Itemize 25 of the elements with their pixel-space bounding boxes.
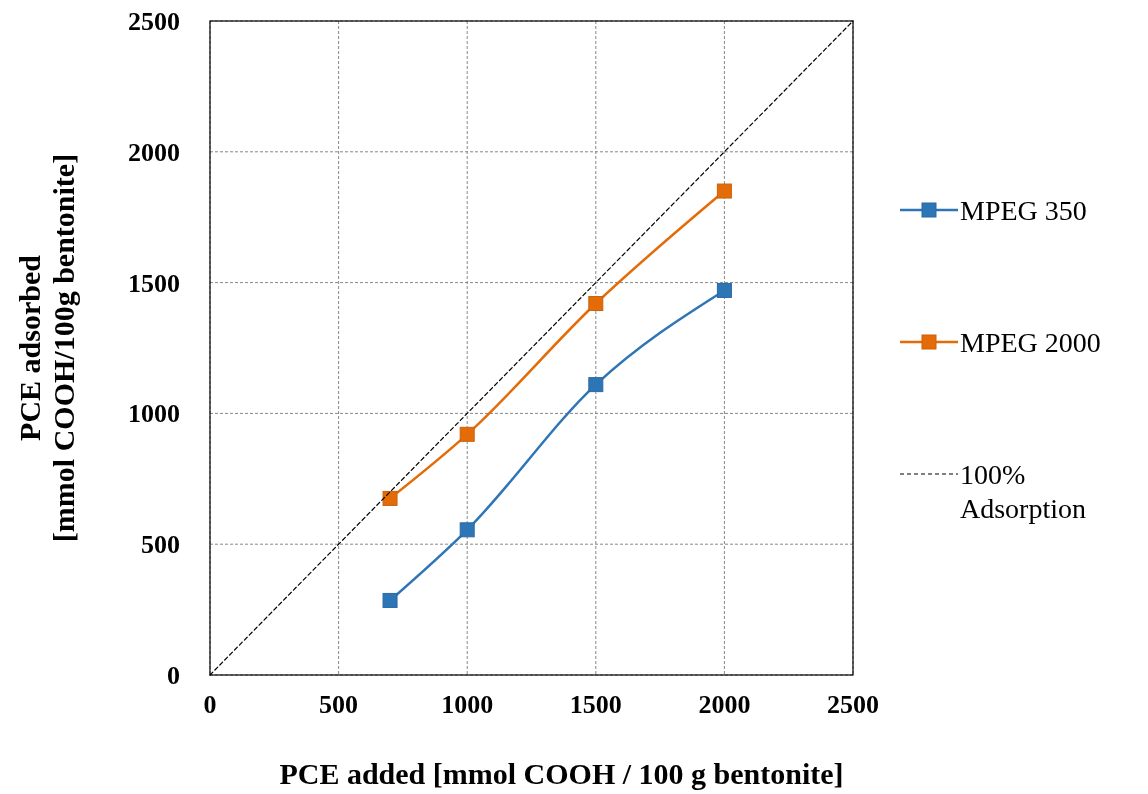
x-tick-label: 1500 (569, 690, 622, 719)
legend-label: MPEG 2000 (960, 327, 1101, 358)
x-tick-label: 1000 (441, 690, 494, 719)
point (382, 592, 398, 608)
legend-label: MPEG 350 (960, 195, 1087, 226)
x-axis-title: PCE added [mmol COOH / 100 g bentonite] (279, 757, 844, 790)
y-tick-label: 2000 (128, 137, 180, 167)
y-tick-label: 2500 (128, 7, 180, 36)
legend-label: 100% Adsorption (960, 459, 1086, 524)
y-tick-label: 1500 (128, 268, 180, 298)
point (382, 490, 398, 506)
point (588, 377, 604, 393)
y-tick-label: 500 (141, 530, 180, 560)
point (588, 296, 604, 312)
point (459, 522, 475, 538)
point (716, 282, 732, 298)
x-tick-label: 500 (319, 690, 359, 719)
x-tick-label: 2500 (827, 690, 879, 719)
y-tick-label: 1000 (128, 399, 180, 429)
y-tick-label: 0 (167, 661, 180, 690)
x-tick-label: 2000 (698, 690, 751, 719)
point (459, 426, 475, 442)
x-tick-label: 0 (203, 690, 217, 719)
point (716, 183, 732, 199)
y-axis-title: PCE adsorbed [mmol COOH/100g bentonite] (13, 153, 80, 543)
